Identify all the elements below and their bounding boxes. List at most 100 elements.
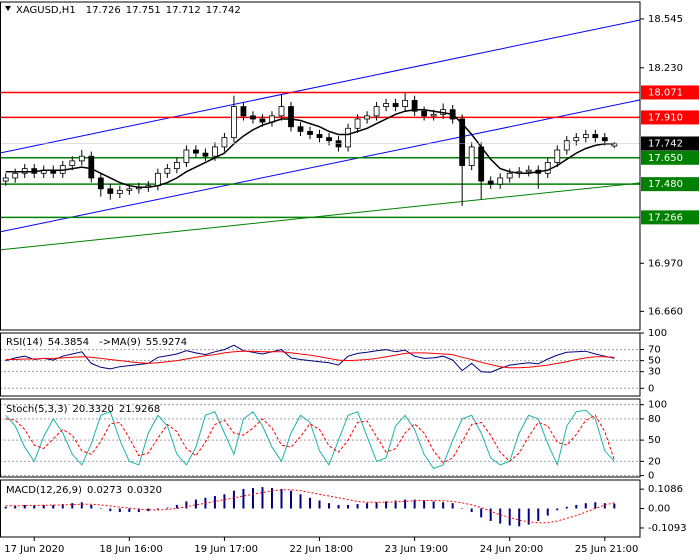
macd-bar — [546, 508, 549, 516]
macd-bar — [594, 502, 597, 509]
y-tick-label: 16.970 — [648, 258, 683, 269]
macd-bar — [223, 494, 226, 509]
y-tick-label: 18.545 — [648, 14, 683, 25]
x-tick-label: 22 Jun 18:00 — [290, 544, 354, 555]
stoch-name: Stoch(5,3,3) — [6, 404, 68, 415]
stoch-signal-value: 21.9268 — [119, 404, 160, 415]
macd-bar — [156, 508, 159, 510]
macd-bar — [366, 503, 369, 509]
candle-body — [2, 177, 9, 182]
rsi-header: RSI(14) 54.3854 ->MA(9) 55.9274 — [6, 337, 187, 348]
macd-signal-value: 0.0320 — [127, 485, 162, 496]
macd-bar — [33, 504, 36, 509]
macd-name: MACD(12,26,9) — [6, 485, 82, 496]
level-label: 17.480 — [648, 179, 683, 190]
candle-body — [544, 162, 551, 174]
candle-body — [373, 106, 380, 117]
macd-bar — [118, 508, 121, 513]
candle-body — [240, 106, 247, 117]
candle-body — [164, 168, 171, 174]
y-tick-label: 0.1086 — [648, 484, 683, 495]
indicator-line — [5, 344, 615, 373]
stoch-main-value: 20.3320 — [72, 404, 113, 415]
macd-bar — [109, 508, 112, 512]
candle-body — [487, 180, 494, 185]
candle-body — [554, 149, 561, 163]
macd-bar — [537, 508, 540, 521]
y-tick-label: 16.660 — [648, 306, 683, 317]
level-label-box — [641, 85, 699, 100]
macd-bar — [309, 497, 312, 509]
macd-bar — [61, 504, 64, 509]
indicator-line — [5, 350, 615, 369]
level-label: 17.910 — [648, 112, 683, 123]
candle-body — [12, 172, 19, 179]
y-tick-label: 0.00 — [648, 504, 670, 515]
macd-bar — [413, 499, 416, 509]
panel-frame — [0, 1, 641, 331]
candle-body — [212, 146, 218, 157]
macd-bar — [518, 508, 521, 527]
candle-body — [231, 106, 237, 139]
macd-bar — [137, 508, 140, 513]
candle-body — [592, 134, 599, 139]
open-value: 17.726 — [86, 5, 121, 16]
macd-bar — [251, 488, 254, 509]
candle-body — [221, 137, 228, 148]
macd-header: MACD(12,26,9) 0.0273 0.0320 — [6, 485, 162, 496]
macd-bar — [280, 488, 283, 509]
candle-body — [392, 103, 399, 107]
symbol-icon — [5, 6, 11, 11]
panel-frame — [0, 479, 641, 538]
symbol: XAGUSD,H1 — [16, 5, 76, 16]
level-label-box — [641, 210, 699, 225]
candle-body — [259, 118, 266, 123]
x-tick-label: 24 Jun 20:00 — [480, 544, 544, 555]
y-tick-label: 100 — [648, 328, 667, 339]
candle-body — [326, 137, 332, 142]
candle-body — [525, 169, 532, 173]
candle-body — [478, 146, 485, 182]
macd-bar — [80, 502, 83, 509]
y-tick-label: 20 — [648, 456, 661, 467]
y-tick-label: 100 — [648, 400, 667, 411]
panel-frame — [0, 332, 641, 397]
level-label: 18.071 — [648, 87, 683, 98]
macd-bar — [461, 508, 464, 509]
candle-body — [411, 99, 418, 112]
macd-bar — [299, 494, 302, 509]
y-tick-label: 30 — [648, 367, 661, 378]
candle-body — [183, 149, 190, 163]
trendline — [0, 182, 641, 251]
signal-line — [5, 489, 615, 524]
candle-body — [601, 137, 608, 142]
candle-body — [402, 99, 409, 107]
macd-bar — [584, 503, 587, 509]
macd-bar — [470, 508, 473, 513]
x-tick-label: 23 Jun 19:00 — [385, 544, 449, 555]
trendline — [0, 19, 641, 154]
candle-body — [316, 134, 323, 139]
rsi-ma-name: ->MA(9) — [99, 337, 141, 348]
candle-body — [354, 118, 361, 129]
macd-bar — [404, 499, 407, 509]
macd-bar — [603, 503, 606, 509]
candle-body — [116, 189, 123, 194]
x-tick-label: 17 Jun 2020 — [4, 544, 64, 555]
level-label-box — [641, 177, 699, 192]
candle-body — [154, 172, 161, 187]
macd-bar — [318, 500, 321, 509]
candle-body — [497, 177, 504, 185]
candle-body — [459, 118, 466, 166]
macd-bar — [347, 504, 350, 509]
close-value: 17.742 — [206, 5, 241, 16]
candle-body — [345, 127, 351, 148]
candle-body — [278, 106, 285, 117]
candle-body — [506, 172, 513, 179]
candle-body — [582, 134, 589, 139]
macd-bar — [90, 504, 93, 509]
macd-bar — [42, 504, 45, 509]
candle-body — [126, 188, 133, 191]
